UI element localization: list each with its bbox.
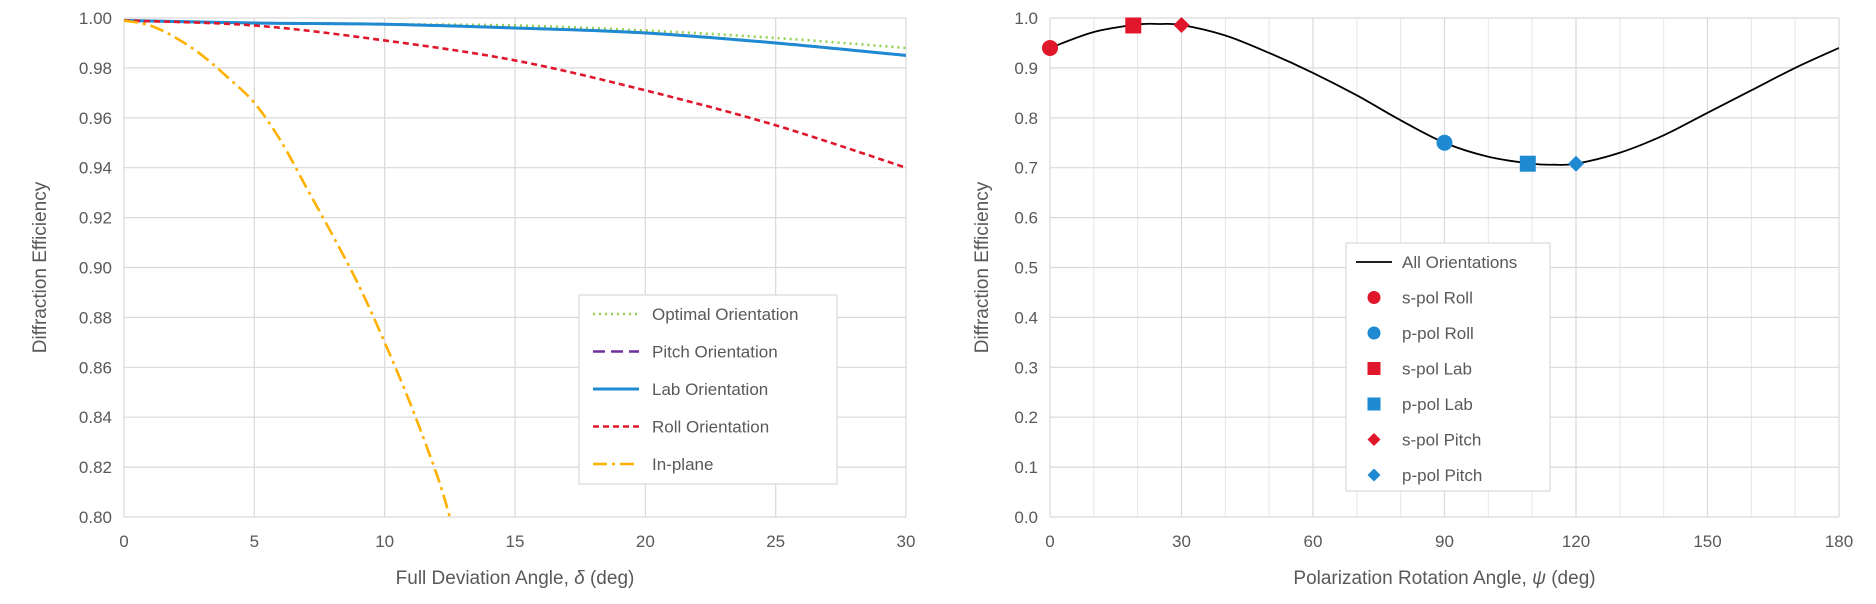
legend-marker-s-pol-lab: [1367, 362, 1381, 375]
x-axis-title-part: ψ: [1532, 568, 1546, 589]
x-tick-label: 30: [1172, 532, 1191, 551]
legend-label-p-pol-pitch: p-pol Pitch: [1402, 466, 1482, 485]
x-axis-title: Full Deviation Angle, δ (deg): [396, 568, 635, 589]
y-tick-label: 0.9: [1014, 59, 1038, 78]
y-tick-label: 0.0: [1014, 508, 1038, 527]
legend-marker-s-pol-pitch: [1367, 433, 1381, 446]
y-tick-label: 0.7: [1014, 159, 1038, 178]
y-tick-label: 0.8: [1014, 109, 1038, 128]
legend-label-pitch-orientation: Pitch Orientation: [652, 343, 778, 362]
y-tick-label: 0.6: [1014, 209, 1038, 228]
x-tick-label: 150: [1693, 532, 1721, 551]
data-point-s-pol-roll: [1042, 39, 1058, 56]
legend-marker-p-pol-lab: [1367, 397, 1381, 411]
legend-label-p-pol-lab: p-pol Lab: [1402, 395, 1473, 414]
y-axis-title: Diffraction Efficiency: [972, 181, 993, 353]
data-point-p-pol-pitch: [1568, 155, 1584, 172]
x-axis-title-part: (deg): [1546, 568, 1596, 589]
x-tick-label: 10: [375, 532, 394, 551]
chart-right-polarization-rotation: 0.0 0.1 0.2 0.3 0.4 0.5 0.6 0.7 0.8 0.9 1.0 0 30 60 90…: [972, 9, 1853, 589]
x-axis-title: Polarization Rotation Angle, ψ (deg): [1293, 568, 1595, 589]
data-point-s-pol-lab: [1125, 17, 1142, 34]
y-tick-label: 0.2: [1014, 408, 1038, 427]
y-tick-label: 0.94: [79, 159, 112, 178]
series-line-in-plane: [124, 19, 452, 517]
legend-label-roll-orientation: Roll Orientation: [652, 418, 769, 437]
x-axis-title-part: Full Deviation Angle,: [396, 568, 575, 589]
series-line-lab-orientation: [124, 18, 906, 57]
chart-left-deviation-angle: 0.80 0.82 0.84 0.86 0.88 0.90 0.92 0.94 0.96 0.98…: [30, 9, 915, 589]
y-tick-label: 0.84: [79, 408, 112, 427]
x-tick-label: 15: [506, 532, 525, 551]
legend-label-p-pol-roll: p-pol Roll: [1402, 324, 1474, 343]
data-point-p-pol-lab: [1519, 155, 1536, 172]
x-axis-title-part: δ: [574, 568, 585, 589]
x-tick-label: 180: [1825, 532, 1853, 551]
legend: Optimal Orientation Pitch Orientation Lab …: [578, 294, 838, 485]
x-tick-label: 20: [636, 532, 655, 551]
y-tick-label: 0.80: [79, 508, 112, 527]
y-tick-label: 1.0: [1014, 9, 1038, 28]
x-tick-label: 90: [1435, 532, 1454, 551]
y-tick-label: 0.82: [79, 458, 112, 477]
y-tick-label: 0.98: [79, 59, 112, 78]
x-tick-label: 5: [250, 532, 259, 551]
data-point-s-pol-pitch: [1173, 16, 1190, 33]
y-tick-label: 0.1: [1014, 458, 1038, 477]
legend-label-in-plane: In-plane: [652, 455, 713, 474]
series-line-roll-orientation: [124, 19, 906, 169]
x-tick-label: 25: [766, 532, 785, 551]
y-tick-label: 0.5: [1014, 259, 1038, 278]
legend-label-s-pol-roll: s-pol Roll: [1402, 289, 1473, 308]
y-tick-label: 0.86: [79, 358, 112, 377]
y-tick-label: 0.96: [79, 109, 112, 128]
data-point-p-pol-roll: [1436, 134, 1453, 151]
x-tick-label: 30: [897, 532, 916, 551]
legend: All Orientations s-pol Roll p-pol Roll s-po…: [1345, 242, 1551, 492]
x-tick-label: 120: [1562, 532, 1590, 551]
y-tick-label: 0.4: [1014, 308, 1038, 327]
x-axis-title-part: (deg): [585, 568, 635, 589]
legend-marker-p-pol-roll: [1367, 326, 1381, 340]
series-line-optimal-orientation: [124, 19, 906, 50]
x-tick-label: 0: [1045, 532, 1054, 551]
y-tick-label: 1.00: [79, 9, 112, 28]
legend-label-s-pol-pitch: s-pol Pitch: [1402, 431, 1481, 450]
y-axis-title: Diffraction Efficiency: [30, 181, 51, 353]
legend-marker-p-pol-pitch: [1367, 468, 1381, 482]
x-tick-label: 0: [119, 532, 128, 551]
legend-label-s-pol-lab: s-pol Lab: [1402, 360, 1472, 379]
y-tick-label: 0.3: [1014, 358, 1038, 377]
legend-label-all-orientations: All Orientations: [1402, 253, 1517, 272]
y-tick-label: 0.92: [79, 209, 112, 228]
y-tick-label: 0.88: [79, 308, 112, 327]
y-tick-label: 0.90: [79, 259, 112, 278]
legend-marker-s-pol-roll: [1367, 291, 1381, 304]
legend-label-optimal-orientation: Optimal Orientation: [652, 305, 798, 324]
legend-label-lab-orientation: Lab Orientation: [652, 380, 768, 399]
x-tick-label: 60: [1304, 532, 1323, 551]
x-axis-title-part: Polarization Rotation Angle,: [1293, 568, 1532, 589]
